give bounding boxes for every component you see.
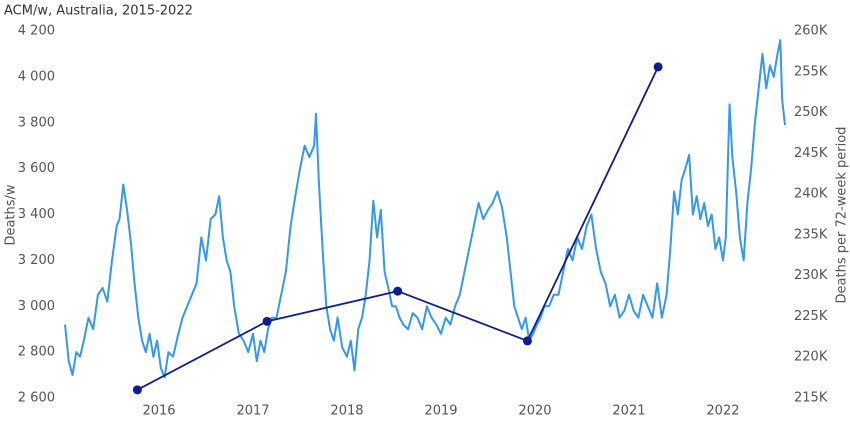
y2-axis-label: Deaths per 72-week period [835,127,850,304]
x-tick-label: 2022 [706,404,739,419]
series-line [64,39,786,379]
y-tick-label: 2 600 [18,391,55,406]
series-marker [522,336,532,346]
y2-tick-label: 215K [794,391,828,406]
x-tick-label: 2021 [612,404,645,419]
y2-tick-label: 255K [794,64,828,79]
chart-title: ACM/w, Australia, 2015-2022 [4,4,193,19]
series-marker [262,316,272,326]
y2-tick-label: 220K [794,350,828,365]
y2-tick-label: 245K [794,146,828,161]
y2-tick-label: 260K [794,24,828,39]
x-tick-label: 2018 [330,404,363,419]
y-tick-label: 3 800 [18,115,55,130]
x-tick-label: 2020 [518,404,551,419]
y-tick-label: 3 200 [18,253,55,268]
series-marker [132,385,142,395]
series-line [136,66,659,391]
y-axis-label: Deaths/w [4,184,19,245]
y-tick-label: 3 400 [18,207,55,222]
y-tick-label: 3 000 [18,299,55,314]
x-tick-label: 2016 [142,404,175,419]
y2-tick-label: 225K [794,309,828,324]
y-tick-label: 4 200 [18,24,55,39]
series-marker [393,286,403,296]
series-marker [653,62,663,72]
y-tick-label: 4 000 [18,69,55,84]
y2-tick-label: 235K [794,227,828,242]
x-tick-label: 2017 [236,404,269,419]
x-tick-label: 2019 [424,404,457,419]
y2-tick-label: 250K [794,105,828,120]
y2-tick-label: 240K [794,187,828,202]
y2-tick-label: 230K [794,268,828,283]
y-tick-label: 3 600 [18,161,55,176]
y-tick-label: 2 800 [18,345,55,360]
